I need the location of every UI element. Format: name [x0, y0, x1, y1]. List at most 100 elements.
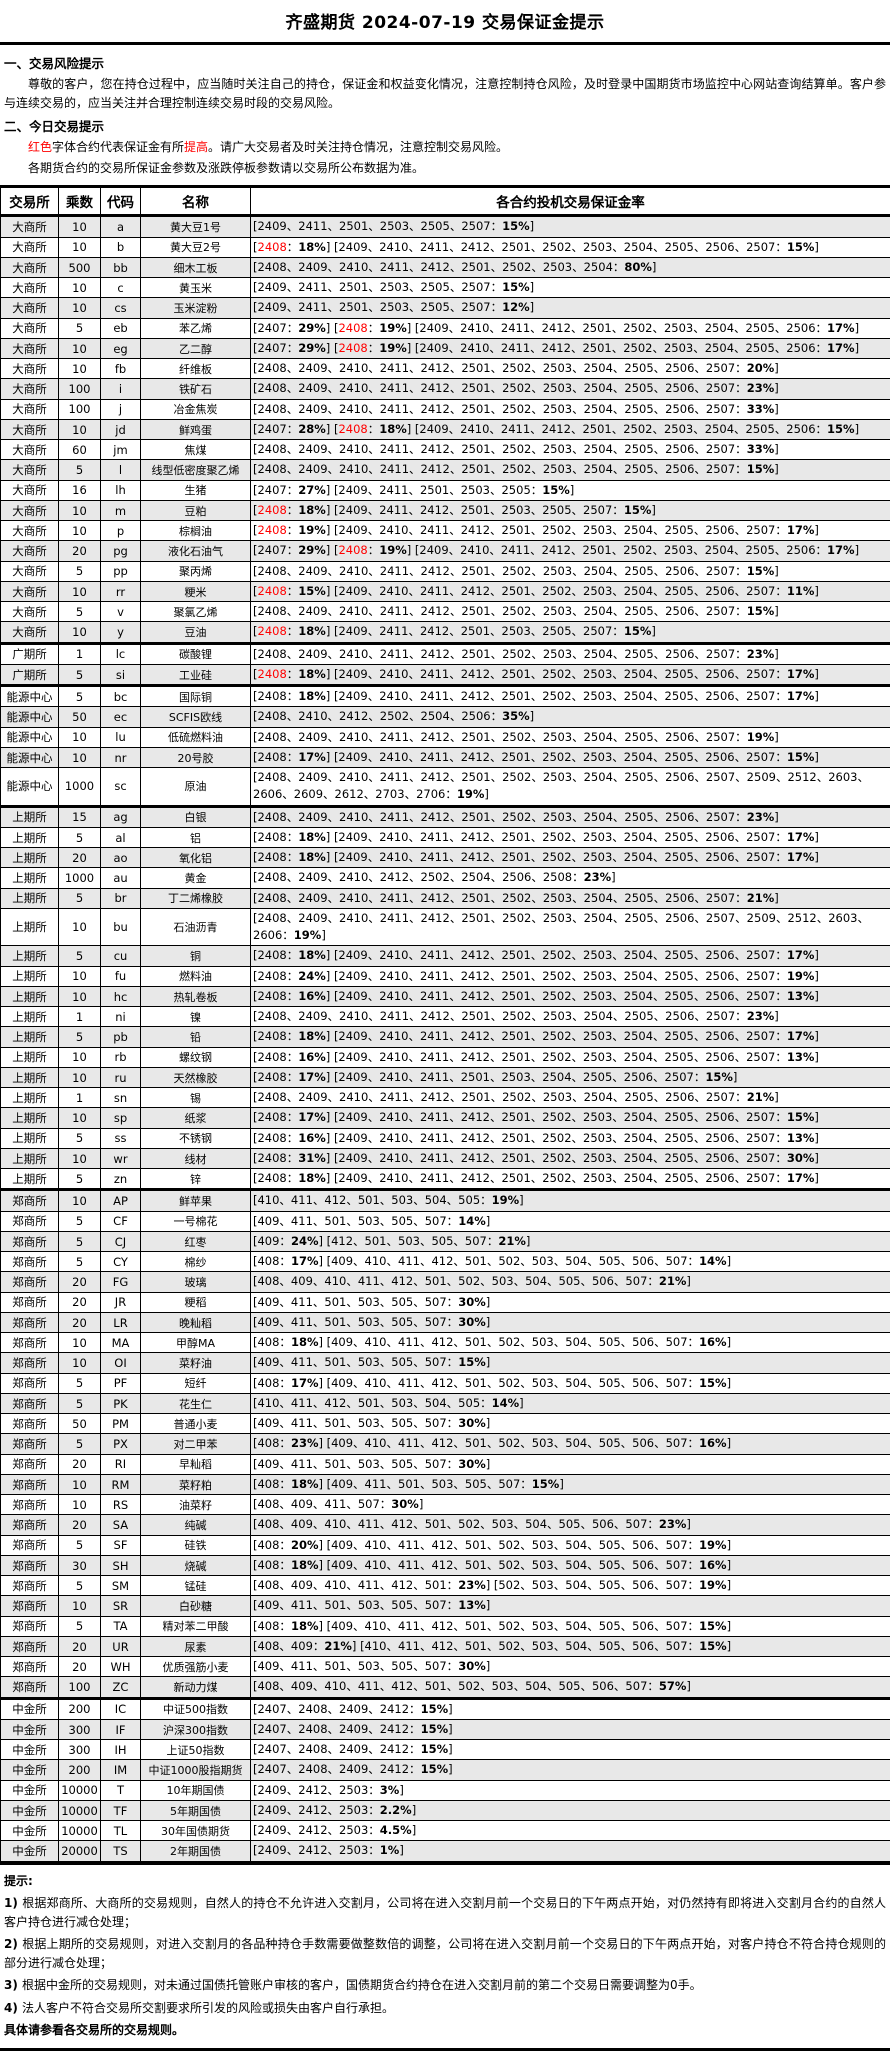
- cell-multiplier: 10: [59, 1596, 101, 1616]
- cell-exchange: 上期所: [1, 1128, 59, 1148]
- cell-margin-rate: [2408、2409、2410、2411、2412、2501、2502、2503…: [251, 888, 890, 908]
- cell-exchange: 郑商所: [1, 1292, 59, 1312]
- table-header: 交易所 乘数 代码 名称 各合约投机交易保证金率: [1, 187, 890, 216]
- cell-margin-rate: [408：18%] [409、410、411、412、501、502、503、5…: [251, 1333, 890, 1353]
- cell-name: 液化石油气: [141, 541, 251, 561]
- cell-code: l: [101, 460, 141, 480]
- cell-multiplier: 10: [59, 500, 101, 520]
- cell-exchange: 大商所: [1, 298, 59, 318]
- cell-margin-rate: [408：18%] [409、410、411、412、501、502、503、5…: [251, 1555, 890, 1575]
- cell-name: 硅铁: [141, 1535, 251, 1555]
- cell-exchange: 大商所: [1, 440, 59, 460]
- cell-multiplier: 15: [59, 806, 101, 827]
- cell-multiplier: 200: [59, 1698, 101, 1719]
- cell-exchange: 郑商所: [1, 1434, 59, 1454]
- cell-name: 低硫燃料油: [141, 727, 251, 747]
- cell-margin-rate: [2409、2412、2503：3%]: [251, 1780, 890, 1800]
- cell-code: RS: [101, 1495, 141, 1515]
- cell-multiplier: 5: [59, 888, 101, 908]
- cell-multiplier: 10: [59, 338, 101, 358]
- cell-exchange: 大商所: [1, 257, 59, 277]
- cell-name: 红枣: [141, 1231, 251, 1251]
- cell-code: TF: [101, 1800, 141, 1820]
- risk-notice-heading: 一、交易风险提示: [4, 53, 886, 72]
- cell-name: 菜籽油: [141, 1353, 251, 1373]
- cell-name: 黄金: [141, 868, 251, 888]
- cell-multiplier: 5: [59, 827, 101, 847]
- cell-name: 晚籼稻: [141, 1312, 251, 1332]
- cell-code: AP: [101, 1190, 141, 1211]
- cell-name: 线材: [141, 1148, 251, 1168]
- cell-multiplier: 20: [59, 848, 101, 868]
- cell-margin-rate: [2408：31%] [2409、2410、2411、2412、2501、250…: [251, 1148, 890, 1168]
- cell-name: 棕榈油: [141, 521, 251, 541]
- cell-margin-rate: [2408：18%] [2409、2410、2411、2412、2501、250…: [251, 848, 890, 868]
- cell-name: 铜: [141, 946, 251, 966]
- cell-name: 纯碱: [141, 1515, 251, 1535]
- cell-exchange: 郑商所: [1, 1190, 59, 1211]
- cell-margin-rate: [2407：29%] [2408：19%] [2409、2410、2411、24…: [251, 541, 890, 561]
- cell-margin-rate: [2407、2408、2409、2412：15%]: [251, 1698, 890, 1719]
- col-multiplier: 乘数: [59, 187, 101, 216]
- cell-exchange: 中金所: [1, 1760, 59, 1780]
- cell-exchange: 上期所: [1, 946, 59, 966]
- cell-code: ni: [101, 1007, 141, 1027]
- cell-margin-rate: [408、409、410、411、412、501：23%] [502、503、5…: [251, 1576, 890, 1596]
- cell-margin-rate: [409、411、501、503、505、507：30%]: [251, 1414, 890, 1434]
- cell-exchange: 上期所: [1, 1007, 59, 1027]
- cell-name: 聚氯乙烯: [141, 602, 251, 622]
- cell-exchange: 上期所: [1, 827, 59, 847]
- cell-name: 20号胶: [141, 747, 251, 767]
- cell-exchange: 郑商所: [1, 1393, 59, 1413]
- cell-name: 氧化铝: [141, 848, 251, 868]
- cell-code: sn: [101, 1088, 141, 1108]
- cell-margin-rate: [2408、2409、2410、2411、2412、2501、2502、2503…: [251, 257, 890, 277]
- cell-code: jd: [101, 419, 141, 439]
- tip-item: 1) 根据郑商所、大商所的交易规则，自然人的持仓不允许进入交割月，公司将在进入交…: [4, 1894, 886, 1932]
- cell-exchange: 广期所: [1, 664, 59, 685]
- cell-margin-rate: [409、411、501、503、505、507：13%]: [251, 1596, 890, 1616]
- cell-name: 精对苯二甲酸: [141, 1616, 251, 1636]
- cell-multiplier: 10000: [59, 1821, 101, 1841]
- tip-number: 4): [4, 2001, 22, 2015]
- cell-exchange: 上期所: [1, 1108, 59, 1128]
- cell-margin-rate: [409、411、501、503、505、507：30%]: [251, 1454, 890, 1474]
- cell-multiplier: 5: [59, 318, 101, 338]
- cell-name: 纤维板: [141, 359, 251, 379]
- cell-margin-rate: [408：20%] [409、410、411、412、501、502、503、5…: [251, 1535, 890, 1555]
- cell-margin-rate: [409、411、501、503、505、507：15%]: [251, 1353, 890, 1373]
- tip-number: 3): [4, 1978, 22, 1992]
- today-notice-suffix: 。请广大交易者及时关注持仓情况，注意控制交易风险。: [208, 140, 508, 154]
- cell-margin-rate: [2408、2409、2410、2411、2412、2501、2502、2503…: [251, 768, 890, 807]
- cell-margin-rate: [2408：16%] [2409、2410、2411、2412、2501、250…: [251, 986, 890, 1006]
- cell-name: 上证50指数: [141, 1740, 251, 1760]
- cell-name: 对二甲苯: [141, 1434, 251, 1454]
- cell-multiplier: 20: [59, 1312, 101, 1332]
- cell-margin-rate: [2409、2411、2501、2503、2505、2507：15%]: [251, 216, 890, 237]
- cell-margin-rate: [408：18%] [409、410、411、412、501、502、503、5…: [251, 1616, 890, 1636]
- cell-exchange: 大商所: [1, 460, 59, 480]
- cell-margin-rate: [2408、2409、2410、2411、2412、2501、2502、2503…: [251, 399, 890, 419]
- cell-exchange: 郑商所: [1, 1555, 59, 1575]
- cell-code: SH: [101, 1555, 141, 1575]
- cell-margin-rate: [2407：28%] [2408：18%] [2409、2410、2411、24…: [251, 419, 890, 439]
- cell-code: JR: [101, 1292, 141, 1312]
